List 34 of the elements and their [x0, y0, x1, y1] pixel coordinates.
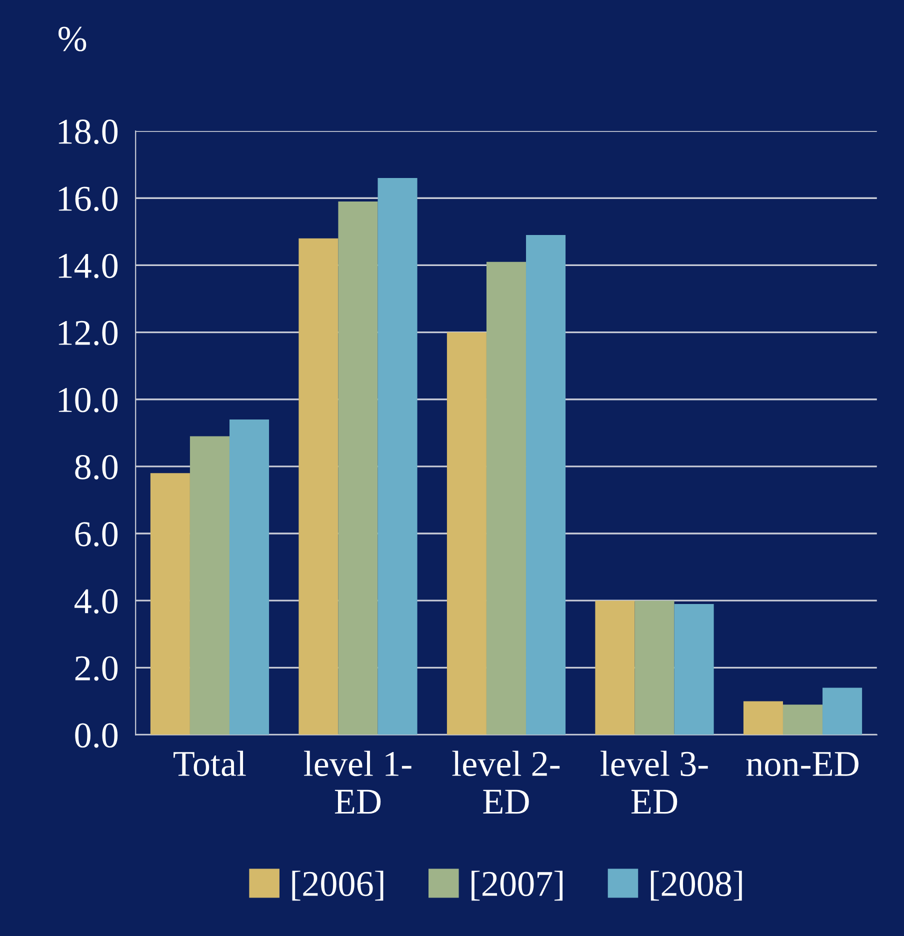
y-axis-title: %	[58, 26, 86, 52]
x-tick-label: level 3- ED	[600, 750, 708, 814]
bar	[486, 262, 526, 735]
x-tick-label: non-ED	[746, 752, 858, 776]
y-tick-label: 0.0	[75, 723, 118, 748]
bar	[595, 600, 635, 735]
y-tick-label: 2.0	[75, 656, 118, 681]
y-tick-label: 4.0	[74, 589, 118, 614]
x-tick-label: level 1- ED	[304, 750, 412, 814]
x-tick-label: level 2- ED	[452, 750, 560, 814]
bar	[526, 235, 566, 735]
legend-label: [2006]	[292, 870, 384, 901]
x-tick-label: Total	[174, 750, 246, 776]
bar	[298, 238, 338, 735]
bar	[378, 178, 418, 735]
bar	[743, 701, 783, 735]
y-tick-label: 8.0	[75, 454, 118, 480]
bar	[782, 704, 823, 735]
y-tick-label: 10.0	[58, 388, 118, 412]
y-tick-label: 12.0	[58, 320, 118, 346]
y-tick-label: 14.0	[58, 254, 118, 278]
y-tick-label: 16.0	[58, 186, 118, 212]
legend-label: [2008]	[650, 870, 742, 901]
bar	[338, 201, 378, 735]
bar	[150, 473, 190, 735]
bar	[634, 600, 674, 735]
bar	[674, 604, 714, 735]
legend-label: [2007]	[472, 870, 563, 901]
bar	[446, 332, 486, 735]
bar	[190, 436, 230, 735]
bar	[822, 688, 862, 735]
y-tick-label: 18.0	[58, 120, 118, 144]
y-tick-label: 6.0	[75, 522, 118, 547]
bar	[229, 419, 270, 735]
